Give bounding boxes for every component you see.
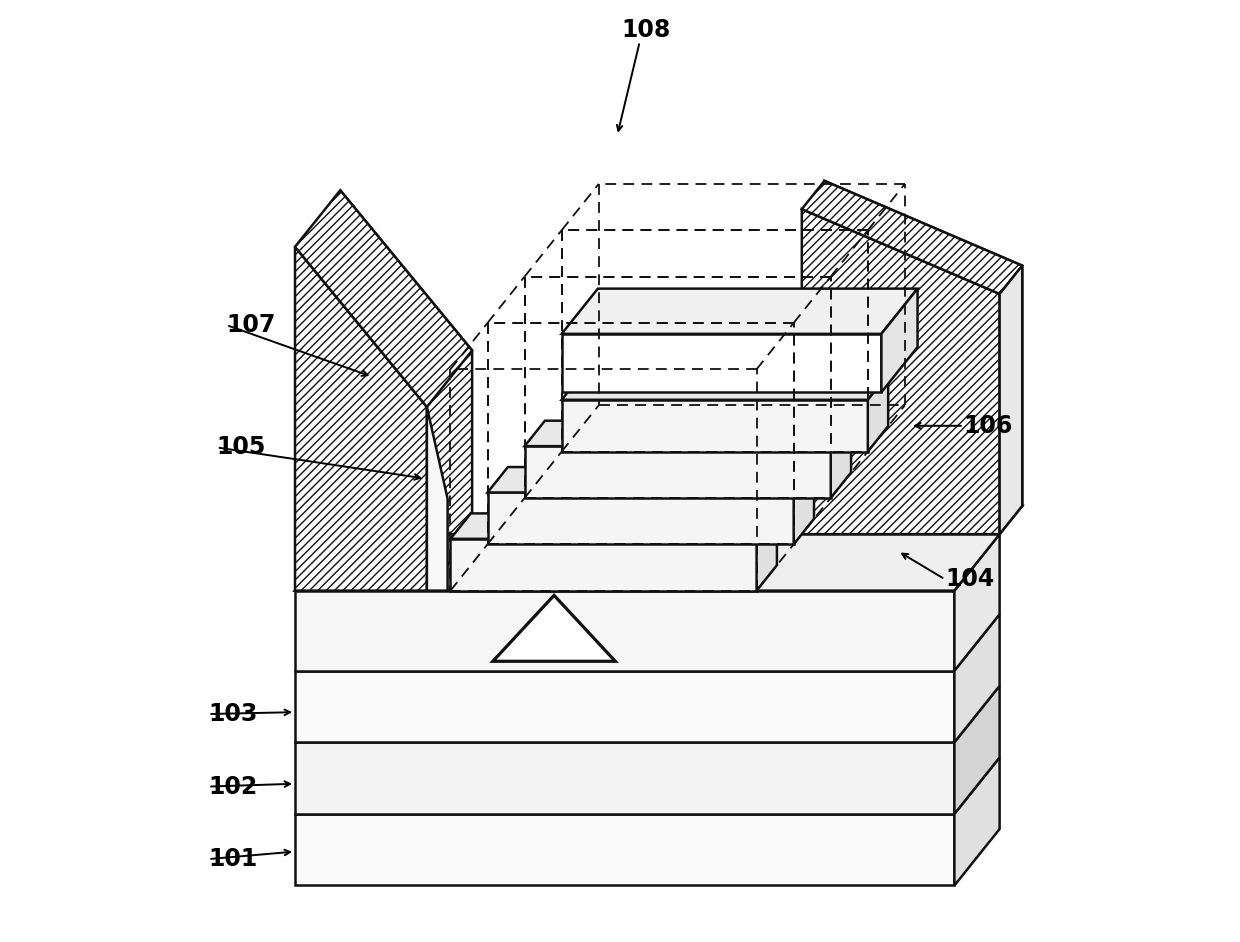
Polygon shape (450, 513, 777, 539)
Text: 107: 107 (226, 313, 275, 337)
Polygon shape (756, 513, 777, 591)
Polygon shape (562, 399, 868, 451)
Polygon shape (340, 190, 472, 534)
Polygon shape (955, 614, 999, 742)
Text: 106: 106 (963, 414, 1013, 438)
Polygon shape (562, 333, 882, 392)
Polygon shape (955, 757, 999, 885)
Polygon shape (295, 534, 472, 591)
Polygon shape (955, 686, 999, 814)
Polygon shape (295, 190, 472, 407)
Polygon shape (525, 447, 831, 498)
Polygon shape (882, 288, 918, 392)
Polygon shape (492, 595, 615, 661)
Polygon shape (295, 814, 955, 885)
Text: 101: 101 (208, 847, 258, 871)
Polygon shape (955, 534, 999, 671)
Polygon shape (562, 374, 888, 399)
Polygon shape (295, 534, 999, 591)
Polygon shape (427, 407, 448, 591)
Text: 103: 103 (208, 702, 258, 726)
Polygon shape (999, 266, 1022, 534)
Polygon shape (295, 671, 955, 742)
Text: 108: 108 (621, 18, 671, 42)
Polygon shape (562, 288, 918, 333)
Polygon shape (831, 421, 851, 498)
Polygon shape (487, 467, 813, 493)
Text: 104: 104 (945, 567, 994, 592)
Polygon shape (525, 421, 851, 447)
Polygon shape (825, 181, 1022, 506)
Polygon shape (802, 181, 1022, 294)
Text: 102: 102 (208, 774, 258, 799)
Polygon shape (802, 506, 1022, 534)
Polygon shape (450, 539, 756, 591)
Polygon shape (794, 467, 813, 544)
Polygon shape (487, 493, 794, 544)
Polygon shape (295, 247, 427, 591)
Text: 105: 105 (217, 435, 267, 460)
Polygon shape (868, 374, 888, 451)
Polygon shape (802, 209, 999, 534)
Polygon shape (295, 742, 955, 814)
Polygon shape (295, 591, 955, 671)
